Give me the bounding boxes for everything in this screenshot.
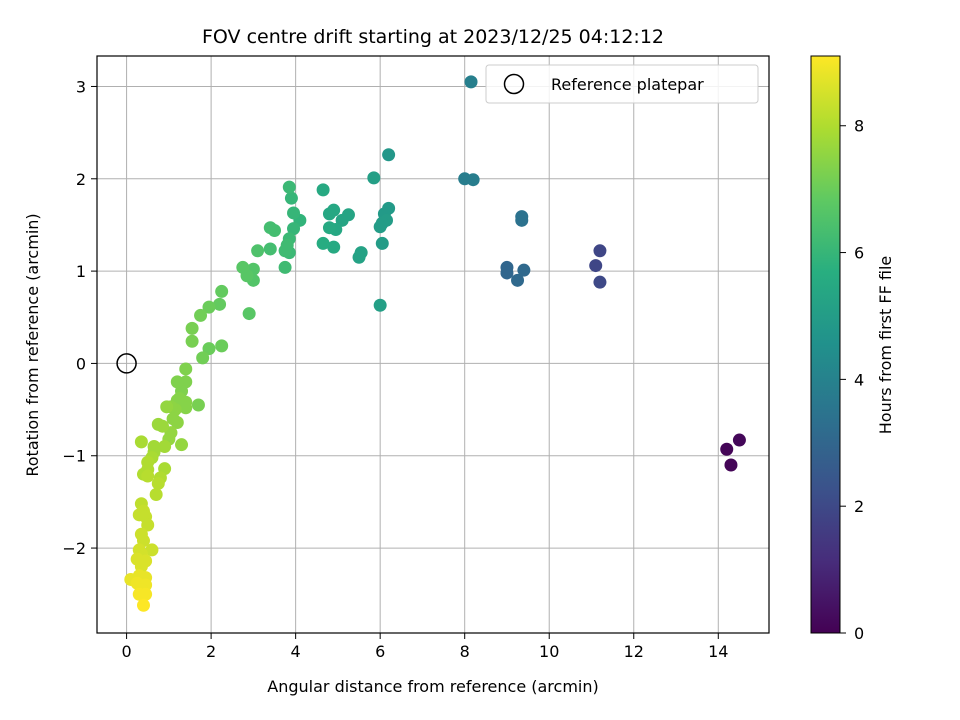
- data-point: [202, 300, 216, 314]
- data-point: [316, 236, 330, 250]
- data-point: [327, 240, 341, 254]
- colorbar-tick-label: 0: [854, 624, 864, 643]
- data-point: [175, 438, 189, 452]
- x-tick-label: 10: [539, 642, 559, 661]
- data-point: [263, 221, 277, 235]
- data-point: [236, 260, 250, 274]
- x-tick-label: 0: [121, 642, 131, 661]
- data-point: [151, 476, 165, 490]
- colorbar-tick-label: 2: [854, 497, 864, 516]
- data-point: [166, 412, 180, 426]
- y-tick-label: 1: [76, 262, 86, 281]
- legend-marker-icon: [503, 73, 525, 95]
- data-point: [382, 148, 396, 162]
- reference-marker: [116, 353, 137, 374]
- data-point: [732, 433, 746, 447]
- legend: Reference platepar: [485, 64, 759, 104]
- data-point: [284, 191, 298, 205]
- data-point: [278, 244, 292, 258]
- chart-title: FOV centre drift starting at 2023/12/25 …: [202, 26, 664, 48]
- data-point: [215, 284, 229, 298]
- data-point: [141, 518, 155, 532]
- data-point: [593, 275, 607, 289]
- data-point: [322, 207, 336, 221]
- data-point: [720, 442, 734, 456]
- x-axis-label: Angular distance from reference (arcmin): [267, 677, 598, 696]
- data-point: [170, 375, 184, 389]
- x-tick-label: 8: [460, 642, 470, 661]
- data-point: [202, 342, 216, 356]
- y-axis-label: Rotation from reference (arcmin): [23, 213, 42, 476]
- x-tick-label: 14: [708, 642, 728, 661]
- grid-lines: [97, 56, 769, 633]
- data-point: [134, 435, 148, 449]
- data-point: [213, 297, 227, 311]
- data-point: [179, 362, 193, 376]
- data-point: [515, 213, 529, 227]
- data-point: [251, 244, 265, 258]
- data-point: [278, 260, 292, 274]
- x-tick-label: 12: [624, 642, 644, 661]
- data-point: [185, 321, 199, 335]
- legend-entry-reference: Reference platepar: [551, 75, 704, 94]
- y-tick-label: 2: [76, 170, 86, 189]
- data-point: [373, 220, 387, 234]
- data-point: [196, 351, 210, 365]
- y-tick-label: 3: [76, 77, 86, 96]
- legend-box: [485, 64, 759, 104]
- data-point: [322, 221, 336, 235]
- x-axis-ticks: 0 2 4 6 8 10 12 14: [121, 633, 728, 661]
- data-point: [194, 308, 208, 322]
- colorbar-tick-label: 8: [854, 117, 864, 136]
- data-point: [287, 206, 301, 220]
- data-point: [593, 244, 607, 258]
- colorbar: 0 2 4 6 8 Hours from first FF file: [810, 55, 895, 643]
- colorbar-tick-label: 6: [854, 244, 864, 263]
- colorbar-ticks: 0 2 4 6 8: [840, 117, 864, 643]
- data-point: [724, 458, 738, 472]
- data-point: [191, 398, 205, 412]
- data-point: [145, 543, 159, 557]
- data-point: [263, 242, 277, 256]
- y-tick-label: −2: [62, 539, 86, 558]
- y-tick-label: 0: [76, 354, 86, 373]
- data-point: [352, 250, 366, 264]
- data-points: [124, 75, 746, 612]
- data-point: [367, 171, 381, 185]
- data-point: [373, 298, 387, 312]
- colorbar-label: Hours from first FF file: [876, 256, 895, 435]
- data-point: [589, 259, 603, 273]
- data-point: [335, 213, 349, 227]
- data-point: [149, 488, 163, 502]
- colorbar-tick-label: 4: [854, 370, 864, 389]
- data-point: [316, 183, 330, 197]
- y-axis-ticks: −2 −1 0 1 2 3: [62, 77, 97, 558]
- data-point: [141, 469, 155, 483]
- data-point: [215, 339, 229, 353]
- x-tick-label: 4: [291, 642, 301, 661]
- y-tick-label: −1: [62, 447, 86, 466]
- data-point: [158, 440, 172, 454]
- data-point: [139, 587, 153, 601]
- data-point: [185, 334, 199, 348]
- data-point: [466, 173, 480, 187]
- data-point: [511, 273, 525, 287]
- data-point: [242, 307, 256, 321]
- data-point: [136, 598, 150, 612]
- reference-point: [116, 353, 137, 374]
- data-point: [464, 75, 478, 89]
- colorbar-gradient: [810, 55, 841, 634]
- data-point: [375, 236, 389, 250]
- x-tick-label: 2: [206, 642, 216, 661]
- data-point: [160, 400, 174, 414]
- data-point: [156, 419, 170, 433]
- data-point: [287, 222, 301, 236]
- x-tick-label: 6: [375, 642, 385, 661]
- data-point: [282, 180, 296, 194]
- data-point: [179, 401, 193, 415]
- data-point: [500, 266, 514, 280]
- plot-frame: [96, 55, 770, 634]
- data-point: [517, 263, 531, 277]
